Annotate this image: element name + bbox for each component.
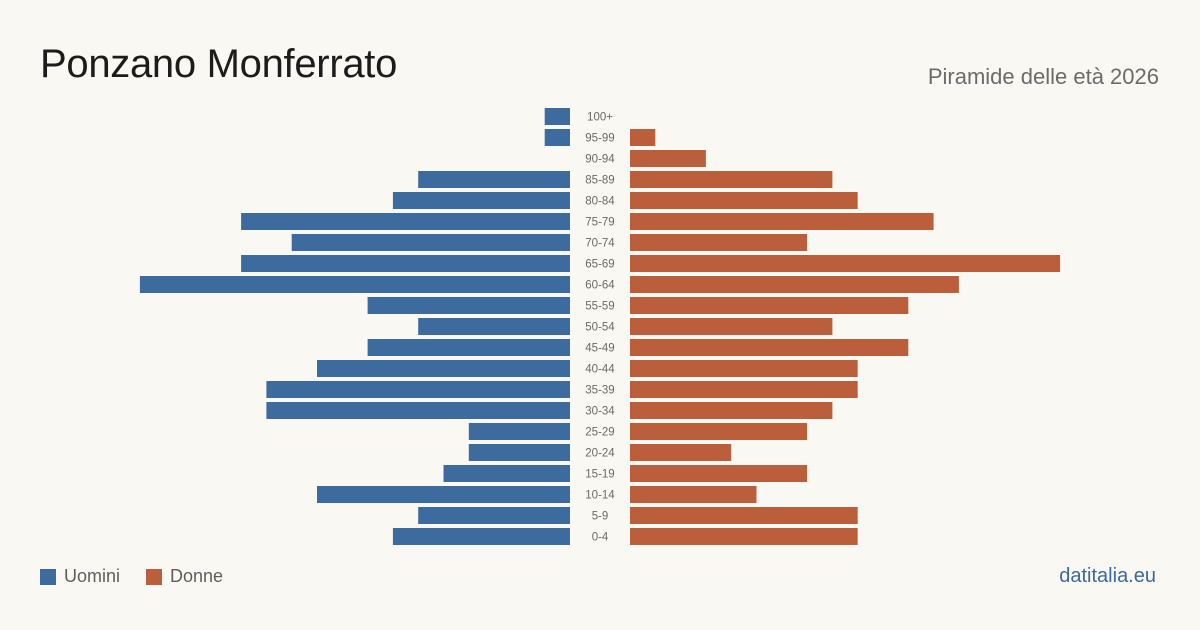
bar-men-25-29 [468, 423, 570, 440]
age-label-60-64: 60-64 [585, 280, 615, 292]
bar-men-50-54 [418, 318, 570, 335]
page-title: Ponzano Monferrato [40, 42, 398, 86]
age-label-30-34: 30-34 [585, 406, 615, 418]
age-label-15-19: 15-19 [585, 469, 614, 481]
legend: Uomini Donne [40, 566, 249, 587]
bar-men-35-39 [266, 381, 570, 398]
age-label-40-44: 40-44 [585, 364, 615, 376]
age-label-10-14: 10-14 [585, 490, 615, 502]
bar-men-100+ [544, 108, 570, 125]
age-label-50-54: 50-54 [585, 322, 615, 334]
bar-men-80-84 [392, 192, 570, 209]
bar-women-40-44 [630, 360, 858, 377]
bar-women-55-59 [630, 297, 909, 314]
age-label-55-59: 55-59 [585, 301, 614, 313]
legend-swatch-women [146, 568, 163, 585]
age-label-0-4: 0-4 [592, 532, 609, 544]
bar-men-65-69 [241, 255, 570, 272]
bar-women-45-49 [630, 339, 909, 356]
bar-women-30-34 [630, 402, 833, 419]
bar-women-85-89 [630, 171, 833, 188]
bar-women-90-94 [630, 150, 706, 167]
bar-women-60-64 [630, 276, 959, 293]
legend-item-men: Uomini [40, 566, 120, 587]
bar-men-0-4 [392, 528, 570, 545]
bar-men-55-59 [367, 297, 570, 314]
age-label-90-94: 90-94 [585, 154, 615, 166]
bar-women-20-24 [630, 444, 732, 461]
legend-label-men: Uomini [64, 566, 121, 586]
bar-women-5-9 [630, 507, 858, 524]
bar-women-0-4 [630, 528, 858, 545]
bar-men-10-14 [317, 486, 570, 503]
bar-men-95-99 [544, 129, 570, 146]
bar-women-75-79 [630, 213, 934, 230]
age-label-65-69: 65-69 [585, 259, 614, 271]
age-label-85-89: 85-89 [585, 175, 614, 187]
bar-men-85-89 [418, 171, 570, 188]
legend-label-women: Donne [170, 566, 224, 586]
bar-men-40-44 [317, 360, 570, 377]
legend-swatch-men [40, 568, 56, 585]
bar-women-50-54 [630, 318, 833, 335]
bar-women-15-19 [630, 465, 808, 482]
chart-subtitle: Piramide delle età 2026 [927, 64, 1159, 89]
age-label-5-9: 5-9 [592, 511, 609, 523]
bar-men-45-49 [367, 339, 570, 356]
bar-women-10-14 [630, 486, 757, 503]
bar-men-20-24 [468, 444, 570, 461]
age-label-45-49: 45-49 [585, 343, 614, 355]
age-label-100+: 100+ [587, 112, 613, 124]
bar-men-30-34 [266, 402, 570, 419]
brand-link[interactable]: datitalia.eu [1059, 565, 1156, 587]
bar-men-70-74 [291, 234, 570, 251]
bar-women-65-69 [630, 255, 1061, 272]
age-label-20-24: 20-24 [585, 448, 615, 460]
age-label-25-29: 25-29 [585, 427, 614, 439]
age-label-80-84: 80-84 [585, 196, 615, 208]
bar-men-60-64 [139, 276, 570, 293]
bar-women-25-29 [630, 423, 808, 440]
legend-item-women: Donne [146, 566, 223, 587]
age-label-70-74: 70-74 [585, 238, 615, 250]
bar-women-70-74 [630, 234, 808, 251]
age-label-75-79: 75-79 [585, 217, 614, 229]
bar-men-75-79 [241, 213, 570, 230]
bar-men-15-19 [443, 465, 570, 482]
bar-women-80-84 [630, 192, 858, 209]
bar-women-35-39 [630, 381, 858, 398]
age-label-35-39: 35-39 [585, 385, 614, 397]
bar-women-95-99 [630, 129, 656, 146]
age-label-95-99: 95-99 [585, 133, 614, 145]
bar-men-5-9 [418, 507, 570, 524]
